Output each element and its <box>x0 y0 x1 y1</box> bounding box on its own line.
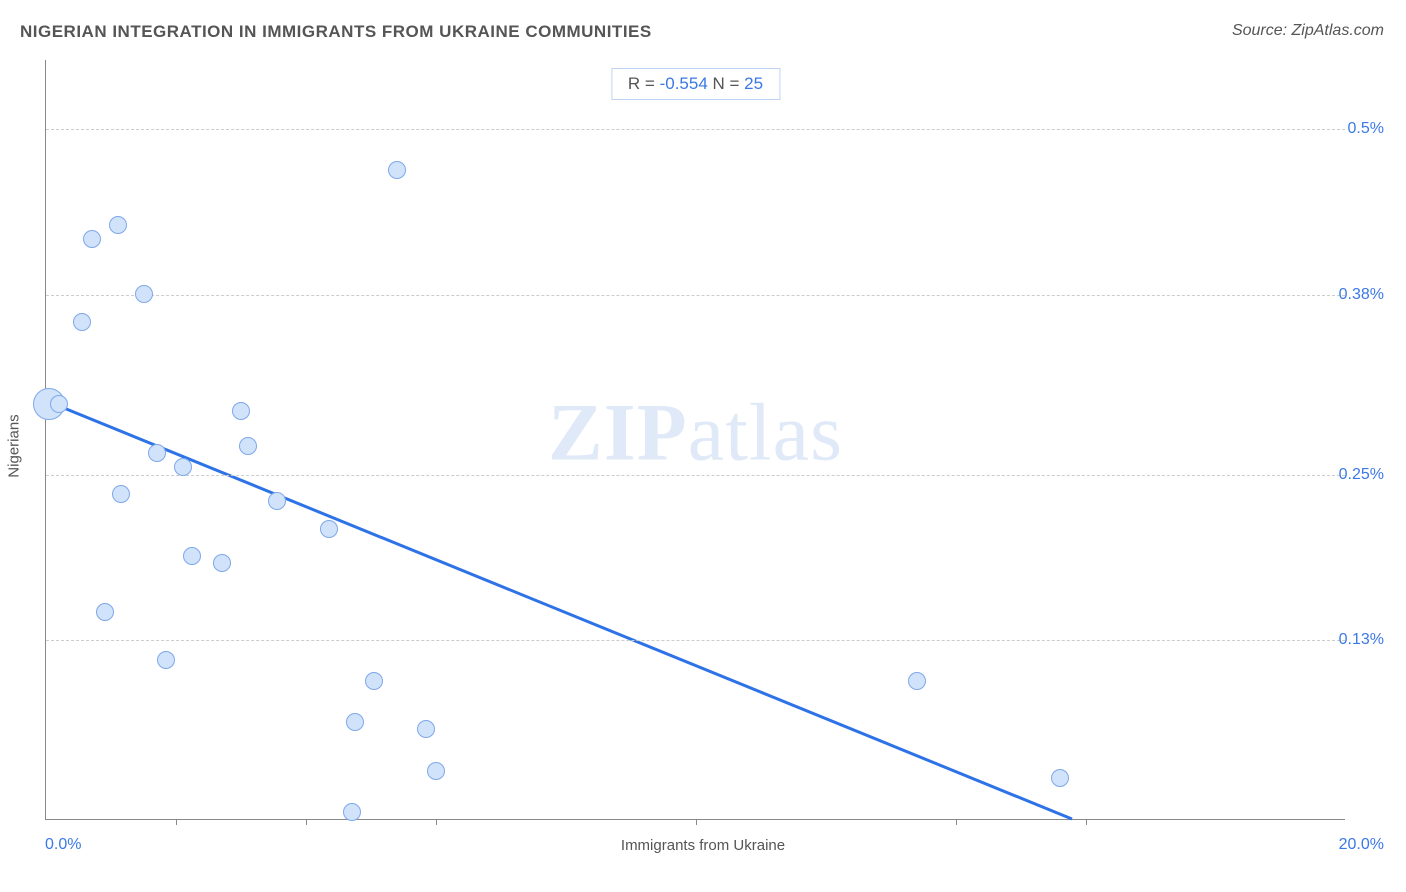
data-point <box>157 651 175 669</box>
data-point <box>135 285 153 303</box>
data-point <box>232 402 250 420</box>
x-tick <box>696 819 697 825</box>
chart-title: NIGERIAN INTEGRATION IN IMMIGRANTS FROM … <box>20 22 652 42</box>
chart-container: NIGERIAN INTEGRATION IN IMMIGRANTS FROM … <box>0 0 1406 892</box>
data-point <box>83 230 101 248</box>
gridline <box>46 129 1345 130</box>
data-point <box>417 720 435 738</box>
n-label: N = <box>708 74 744 93</box>
x-axis-min: 0.0% <box>45 836 81 854</box>
watermark-text: ZIPatlas <box>548 385 843 479</box>
watermark-zip: ZIP <box>548 386 688 477</box>
data-point <box>427 762 445 780</box>
y-axis-label: Nigerians <box>6 414 23 477</box>
y-tick-label: 0.13% <box>1339 631 1384 649</box>
x-tick <box>176 819 177 825</box>
plot-area: ZIPatlas R = -0.554 N = 25 <box>45 60 1345 820</box>
y-tick-label: 0.38% <box>1339 286 1384 304</box>
gridline <box>46 640 1345 641</box>
data-point <box>908 672 926 690</box>
data-point <box>50 395 68 413</box>
watermark-atlas: atlas <box>688 386 843 477</box>
x-axis-max: 20.0% <box>1339 836 1384 854</box>
data-point <box>174 458 192 476</box>
x-tick <box>956 819 957 825</box>
data-point <box>346 713 364 731</box>
y-tick-label: 0.25% <box>1339 466 1384 484</box>
y-tick-label: 0.5% <box>1348 120 1384 138</box>
gridline <box>46 475 1345 476</box>
x-tick <box>436 819 437 825</box>
r-value: -0.554 <box>660 74 708 93</box>
data-point <box>388 161 406 179</box>
data-point <box>109 216 127 234</box>
stats-box: R = -0.554 N = 25 <box>611 68 780 100</box>
data-point <box>96 603 114 621</box>
source-attribution: Source: ZipAtlas.com <box>1232 22 1384 40</box>
r-label: R = <box>628 74 660 93</box>
n-value: 25 <box>744 74 763 93</box>
regression-line <box>46 401 1072 819</box>
data-point <box>213 554 231 572</box>
gridline <box>46 295 1345 296</box>
data-point <box>112 485 130 503</box>
data-point <box>148 444 166 462</box>
data-point <box>320 520 338 538</box>
data-point <box>268 492 286 510</box>
x-tick <box>1086 819 1087 825</box>
data-point <box>73 313 91 331</box>
x-axis-label: Immigrants from Ukraine <box>621 837 785 854</box>
data-point <box>239 437 257 455</box>
data-point <box>183 547 201 565</box>
x-tick <box>306 819 307 825</box>
data-point <box>365 672 383 690</box>
data-point <box>343 803 361 821</box>
data-point <box>1051 769 1069 787</box>
